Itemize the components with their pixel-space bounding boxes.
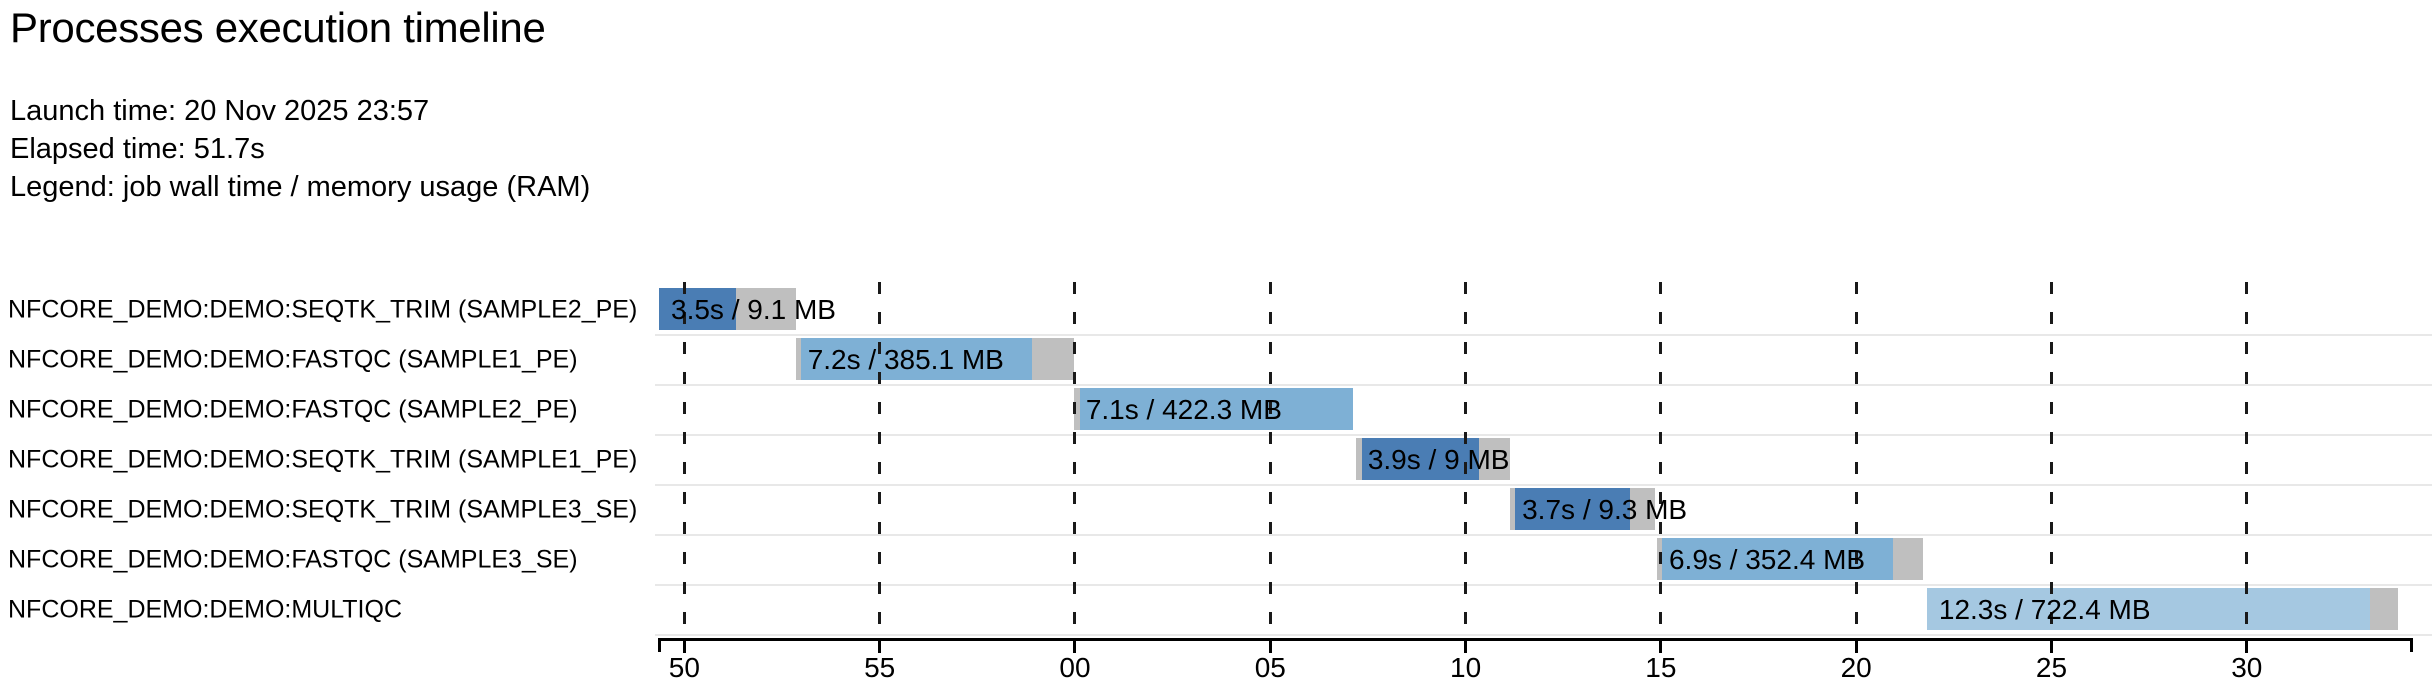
elapsed-time-text: Elapsed time: 51.7s [10,133,265,165]
x-axis-tick [1268,640,1272,653]
grid-line [682,282,686,638]
task-bar [1073,388,1354,430]
x-axis-tick [1659,640,1663,653]
task-bar-label: 6.9s / 352.4 MB [1668,544,1866,575]
x-axis-endcap [2409,638,2413,652]
x-axis-tick [1854,640,1858,653]
x-axis-tick [2049,640,2053,653]
tail-segment [2370,588,2398,630]
task-bar [1926,588,2398,630]
page-title: Processes execution timeline [10,4,546,51]
process-label: NFCORE_DEMO:DEMO:FASTQC (SAMPLE3_SE) [8,545,578,574]
x-axis-tick-label: 20 [1840,652,1872,683]
grid-line [2049,282,2053,638]
row-separator [655,384,2432,386]
row-separator [655,484,2432,486]
row-separator [655,434,2432,436]
run-segment [659,288,737,330]
x-axis-tick-label: 05 [1254,652,1286,683]
launch-time-text: Launch time: 20 Nov 2025 23:57 [10,95,430,127]
grid-line [878,282,882,638]
grid-line [1659,282,1663,638]
x-axis-tick-label: 25 [2035,652,2068,683]
run-segment [1662,538,1893,580]
process-label: NFCORE_DEMO:DEMO:FASTQC (SAMPLE2_PE) [8,395,578,424]
x-axis-tick-label: 55 [864,652,896,683]
task-bar-label: 12.3s / 722.4 MB [1938,594,2151,625]
task-bar-label: 3.9s / 9 MB [1367,444,1510,475]
run-segment [1362,438,1479,480]
tail-segment [1892,538,1923,580]
queue-segment [1510,488,1516,530]
row-separator [655,584,2432,586]
process-label: NFCORE_DEMO:DEMO:SEQTK_TRIM (SAMPLE1_PE) [8,445,638,474]
grid-line [1268,282,1272,638]
task-bar [659,288,796,330]
tail-segment [1478,438,1511,480]
row-separator [655,334,2432,336]
x-axis-tick [682,640,686,653]
process-label: NFCORE_DEMO:DEMO:SEQTK_TRIM (SAMPLE3_SE) [8,495,638,524]
task-bar-label: 7.2s / 385.1 MB [807,344,1004,375]
process-label: NFCORE_DEMO:DEMO:FASTQC (SAMPLE1_PE) [8,345,578,374]
x-axis-line [658,638,2412,641]
process-label: NFCORE_DEMO:DEMO:MULTIQC [8,595,402,624]
grid-line [2245,282,2249,638]
x-axis-tick-label: 30 [2231,652,2263,683]
grid-line [1073,282,1077,638]
row-separator [655,634,2432,636]
tail-segment [1630,488,1655,530]
run-segment [800,338,1032,380]
x-axis-tick [1464,640,1468,653]
x-axis-tick-label: 10 [1450,652,1482,683]
run-segment [1926,588,2371,630]
grid-line [1464,282,1468,638]
tail-segment [1032,338,1074,380]
x-axis-tick [1073,640,1077,653]
grid-line [1854,282,1858,638]
x-axis-tick [2245,640,2249,653]
queue-segment [1073,388,1081,430]
tail-segment [736,288,796,330]
queue-segment [795,338,801,380]
x-axis-endcap [658,638,661,652]
legend-text: Legend: job wall time / memory usage (RA… [10,171,591,203]
x-axis-tick-label: 00 [1059,652,1091,683]
row-separator [655,534,2432,536]
task-bar-label: 3.5s / 9.1 MB [671,294,836,325]
task-bar [1510,488,1655,530]
run-segment [1515,488,1630,530]
x-axis-tick [878,640,882,653]
task-bar [1656,538,1923,580]
x-axis-tick-label: 50 [668,652,700,683]
task-bar [795,338,1074,380]
task-bar-label: 3.7s / 9.3 MB [1522,494,1688,525]
process-label: NFCORE_DEMO:DEMO:SEQTK_TRIM (SAMPLE2_PE) [8,295,638,324]
run-segment [1080,388,1354,430]
task-bar [1355,438,1511,480]
queue-segment [1355,438,1363,480]
task-bar-label: 7.1s / 422.3 MB [1085,394,1282,425]
x-axis-tick-label: 15 [1645,652,1677,683]
